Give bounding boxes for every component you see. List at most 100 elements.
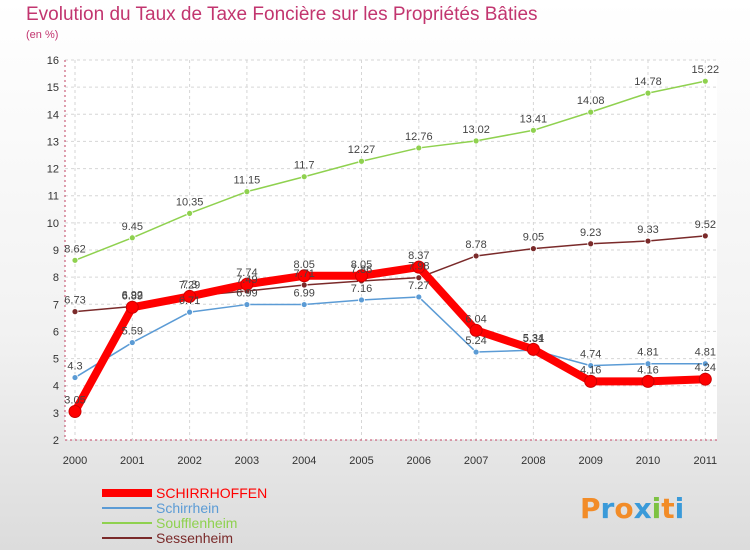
data-label: 6.99 [293, 288, 314, 300]
data-label: 4.16 [637, 364, 658, 376]
data-point [300, 301, 308, 308]
data-label: 6.89 [122, 290, 143, 302]
data-point [472, 252, 480, 260]
y-tick-label: 7 [53, 299, 59, 311]
x-tick-label: 2011 [693, 455, 717, 467]
data-point [587, 108, 595, 116]
data-point [240, 277, 254, 291]
y-tick-label: 12 [47, 164, 59, 176]
data-point [358, 296, 365, 304]
data-point [415, 144, 423, 152]
data-point [71, 374, 79, 381]
data-label: 5.31 [523, 333, 544, 345]
data-label: 12.27 [348, 144, 376, 156]
data-point [358, 157, 365, 165]
data-label: 4.81 [695, 347, 716, 359]
data-point [68, 405, 82, 418]
series-line-schirrhein [74, 296, 707, 379]
data-point [526, 342, 540, 356]
data-label: 7.16 [351, 283, 372, 295]
data-label: 9.05 [523, 232, 544, 244]
data-label: 12.76 [405, 131, 433, 143]
data-point [186, 308, 194, 316]
data-point [128, 339, 136, 346]
y-tick-label: 13 [47, 136, 59, 148]
data-label: 5.59 [122, 326, 143, 338]
data-point [71, 256, 79, 264]
data-label: 7.27 [408, 280, 429, 292]
data-label: 10.35 [176, 196, 204, 208]
legend-entry: Sessenheim [156, 530, 233, 546]
data-point [530, 245, 537, 253]
data-point [641, 374, 655, 388]
chart-unit: (en %) [26, 29, 59, 41]
data-point [243, 188, 251, 196]
data-point [186, 209, 194, 217]
data-label: 8.05 [293, 259, 314, 271]
data-label: 7.3 [182, 279, 197, 291]
data-point [584, 374, 598, 388]
x-tick-label: 2002 [177, 455, 201, 467]
legend-entry: SCHIRRHOFFEN [156, 485, 267, 501]
data-point [125, 300, 139, 314]
x-tick-label: 2000 [63, 455, 87, 467]
data-label: 7.86 [351, 264, 372, 276]
data-point [701, 360, 709, 368]
x-tick-label: 2006 [407, 455, 431, 467]
data-point [644, 360, 652, 368]
x-tick-label: 2005 [349, 455, 373, 467]
data-point [530, 126, 537, 134]
data-label: 7.29 [179, 279, 200, 291]
data-label: 8.37 [408, 250, 429, 262]
data-label: 6.92 [122, 289, 143, 301]
data-label: 8.05 [351, 259, 372, 271]
data-point [644, 89, 652, 97]
proxiti-logo: Proxiti [580, 492, 684, 525]
data-point [71, 308, 79, 316]
data-label: 14.78 [634, 76, 662, 88]
data-label: 6.71 [179, 295, 200, 307]
y-tick-label: 14 [47, 109, 59, 121]
legend-entry: Schirrhein [156, 500, 219, 516]
data-point [297, 269, 311, 283]
data-label: 11.7 [294, 160, 315, 172]
y-tick-label: 9 [53, 245, 59, 257]
y-tick-label: 5 [53, 354, 59, 366]
data-label: 7.74 [236, 267, 257, 279]
data-label: 5.34 [523, 332, 544, 344]
x-tick-label: 2010 [636, 455, 660, 467]
data-point [355, 269, 368, 283]
data-label: 5.24 [465, 335, 486, 347]
data-label: 6.04 [465, 313, 486, 325]
data-point [415, 274, 423, 282]
series-line-schirrhoffen [71, 263, 710, 416]
y-tick-label: 16 [47, 55, 59, 67]
y-tick-label: 4 [53, 381, 59, 393]
data-point [587, 240, 595, 248]
x-tick-label: 2007 [464, 455, 488, 467]
data-label: 4.3 [67, 361, 82, 373]
data-label: 9.45 [122, 221, 143, 233]
data-label: 3.05 [64, 395, 85, 407]
data-point [415, 293, 423, 301]
data-point [698, 372, 712, 386]
data-label: 9.23 [580, 227, 601, 239]
data-label: 8.62 [64, 243, 85, 255]
data-label: 7.49 [236, 274, 257, 286]
data-label: 7.98 [408, 261, 429, 273]
x-tick-label: 2003 [235, 455, 259, 467]
data-point [183, 289, 197, 303]
data-point [469, 323, 483, 337]
data-point [472, 137, 480, 145]
data-label: 6.99 [236, 288, 257, 300]
data-point [701, 77, 709, 85]
data-label: 4.16 [580, 364, 601, 376]
data-label: 6.73 [64, 295, 85, 307]
y-tick-label: 2 [53, 435, 59, 447]
x-tick-label: 2004 [292, 455, 316, 467]
data-label: 13.02 [462, 124, 490, 136]
data-point [587, 362, 595, 370]
data-label: 4.74 [580, 349, 601, 361]
